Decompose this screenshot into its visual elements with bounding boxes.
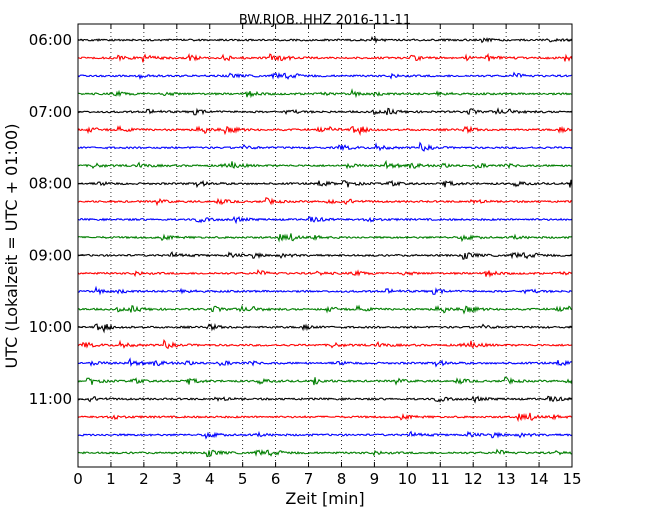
seismic-trace xyxy=(77,430,573,440)
seismic-trace xyxy=(77,304,573,315)
y-tick-label: 08:00 xyxy=(29,175,72,193)
x-tick-label: 12 xyxy=(464,470,483,488)
seismic-trace xyxy=(77,179,573,189)
seismic-trace xyxy=(77,215,573,225)
seismic-trace xyxy=(77,338,573,350)
seismic-trace xyxy=(77,448,573,458)
x-tick-label: 7 xyxy=(304,470,314,488)
x-tick-label: 1 xyxy=(106,470,116,488)
seismic-trace xyxy=(77,251,573,260)
seismic-trace xyxy=(77,107,573,116)
x-tick-label: 6 xyxy=(271,470,281,488)
y-axis-label: UTC (Lokalzeit = UTC + 01:00) xyxy=(2,124,21,369)
seismic-trace xyxy=(77,35,573,44)
x-tick-label: 2 xyxy=(139,470,149,488)
x-tick-label: 10 xyxy=(398,470,417,488)
seismic-trace xyxy=(77,125,573,136)
x-tick-label: 5 xyxy=(238,470,248,488)
seismic-trace xyxy=(77,412,573,423)
seismic-trace xyxy=(77,88,573,99)
seismic-trace xyxy=(77,52,573,63)
y-tick-label: 10:00 xyxy=(29,318,72,336)
x-axis-ticks: 0 1 2 3 4 5 6 7 8 9 10 11 12 13 14 15 xyxy=(73,24,582,488)
x-tick-label: 3 xyxy=(172,470,182,488)
seismic-trace xyxy=(77,376,573,386)
seismic-traces xyxy=(77,35,573,458)
chart-title: BW.RJOB..HHZ 2016-11-11 xyxy=(239,13,411,28)
x-tick-label: 8 xyxy=(337,470,347,488)
plot-frame xyxy=(77,23,573,468)
x-tick-label: 0 xyxy=(73,470,83,488)
y-tick-label: 06:00 xyxy=(29,31,72,49)
seismic-trace xyxy=(77,159,573,170)
seismic-trace xyxy=(77,322,573,334)
seismic-trace xyxy=(77,141,573,152)
seismic-trace xyxy=(77,233,573,243)
y-tick-label: 07:00 xyxy=(29,103,72,121)
x-tick-label: 9 xyxy=(370,470,380,488)
x-axis-label: Zeit [min] xyxy=(285,489,364,508)
x-tick-label: 4 xyxy=(205,470,215,488)
x-tick-label: 13 xyxy=(497,470,516,488)
seismic-trace xyxy=(77,71,573,81)
x-tick-label: 15 xyxy=(562,470,581,488)
seismic-trace xyxy=(77,285,573,296)
y-axis-ticks: 06:00 07:00 08:00 09:00 10:00 11:00 xyxy=(29,31,572,408)
x-tick-label: 14 xyxy=(530,470,549,488)
x-tick-label: 11 xyxy=(431,470,450,488)
seismic-trace xyxy=(77,197,573,207)
seismic-trace xyxy=(77,268,573,278)
seismic-trace xyxy=(77,395,573,404)
seismic-trace xyxy=(77,357,573,368)
y-tick-label: 09:00 xyxy=(29,246,72,264)
y-tick-label: 11:00 xyxy=(29,390,72,408)
